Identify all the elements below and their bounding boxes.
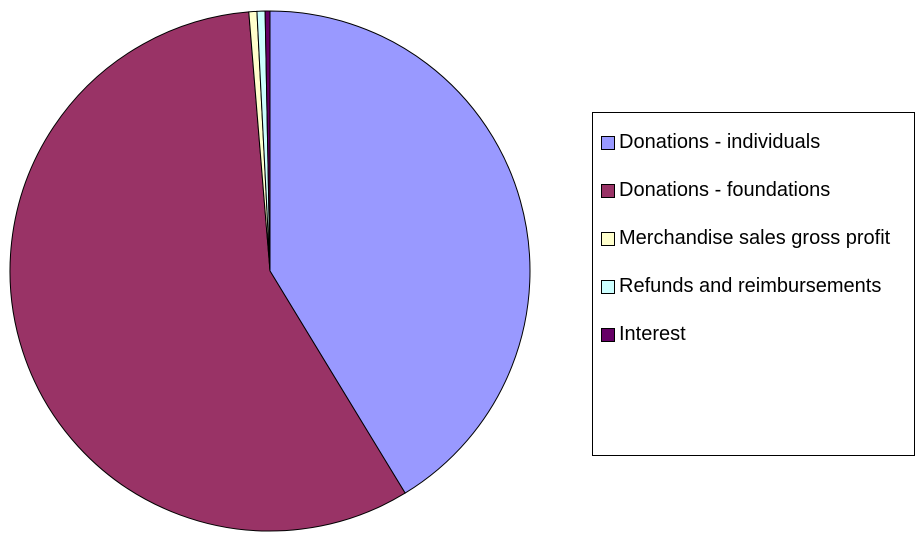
legend-swatch (601, 136, 615, 150)
legend-swatch (601, 232, 615, 246)
legend-label: Merchandise sales gross profit (619, 227, 891, 249)
legend-label: Refunds and reimbursements (619, 275, 882, 297)
legend-label: Donations - individuals (619, 131, 821, 153)
legend-swatch (601, 280, 615, 294)
legend-item: Donations - foundations (601, 177, 911, 203)
legend-swatch (601, 184, 615, 198)
legend-item: Donations - individuals (601, 129, 911, 155)
legend-item: Interest (601, 321, 911, 347)
pie-slice (264, 10, 271, 272)
legend-label: Donations - foundations (619, 179, 831, 201)
legend-item: Refunds and reimbursements (601, 273, 911, 299)
pie-slice (9, 11, 406, 532)
legend-item: Merchandise sales gross profit (601, 225, 911, 251)
pie-slice (269, 10, 531, 494)
legend: Donations - individuals Donations - found… (592, 112, 915, 456)
legend-label: Interest (619, 323, 686, 345)
legend-swatch (601, 328, 615, 342)
